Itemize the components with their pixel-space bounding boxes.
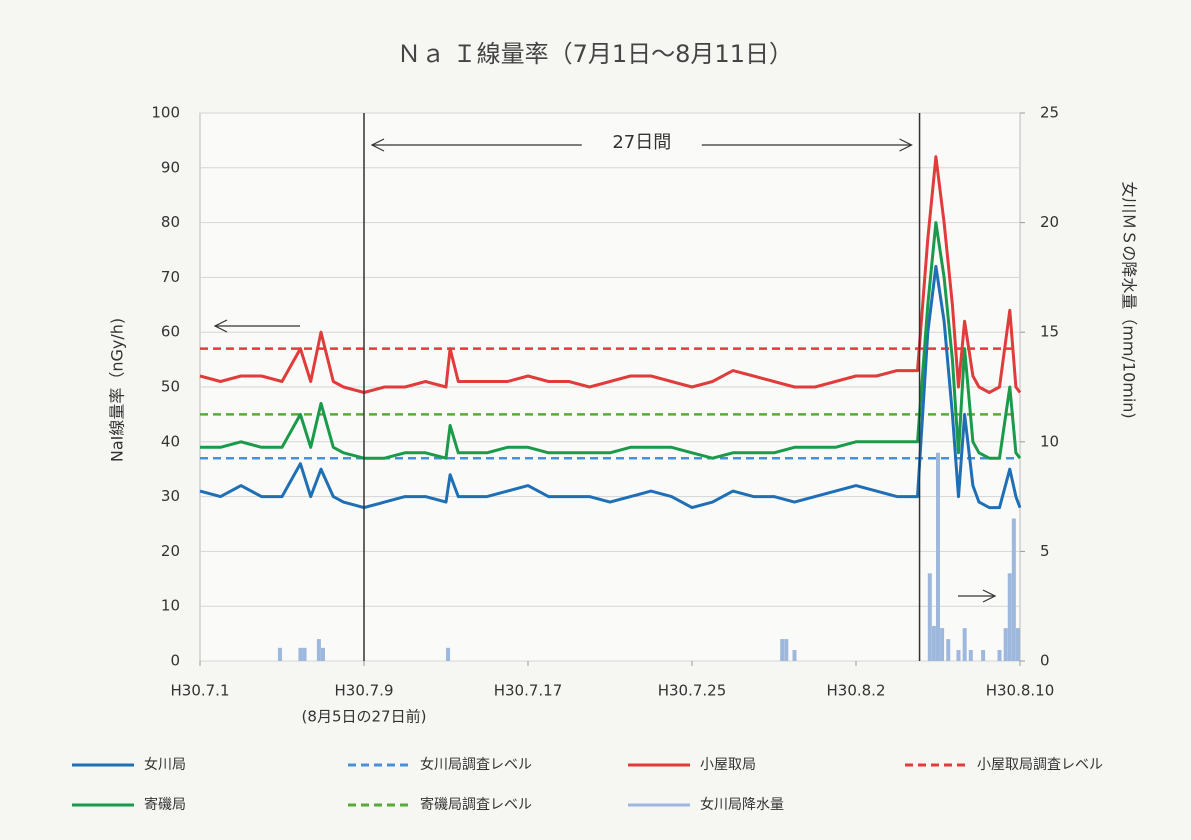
precip-bar xyxy=(784,639,789,661)
y-tick-label: 30 xyxy=(161,487,180,505)
x-tick-label: H30.7.17 xyxy=(494,682,563,700)
precip-bar xyxy=(302,647,307,661)
legend-label: 女川局 xyxy=(144,756,186,773)
precip-bar xyxy=(1011,518,1016,661)
precip-bar xyxy=(931,625,936,661)
precip-bar xyxy=(792,650,797,661)
precip-bar xyxy=(997,650,1002,661)
precip-bar xyxy=(962,628,967,661)
y-tick-label: 100 xyxy=(151,104,180,122)
y2-axis-label: 女川ＭＳの降水量（mm/10min) xyxy=(1120,181,1139,418)
y2-tick-label: 20 xyxy=(1040,213,1059,231)
legend-label: 女川局降水量 xyxy=(700,796,784,813)
y-tick-label: 10 xyxy=(161,597,180,615)
y-tick-label: 40 xyxy=(161,432,180,450)
precip-bar xyxy=(927,573,932,661)
legend-label: 寄磯局 xyxy=(144,796,186,813)
y2-tick-label: 15 xyxy=(1040,323,1059,341)
precip-bar xyxy=(981,650,986,661)
arrow-head xyxy=(982,589,997,603)
precip-bar xyxy=(316,639,321,661)
chart-title: Ｎａ Ｉ線量率（7月1日～8月11日） xyxy=(397,40,793,68)
legend-label: 小屋取局 xyxy=(700,757,756,773)
x-tick-label: H30.7.9 xyxy=(335,682,394,700)
x-tick-label: H30.7.25 xyxy=(658,682,727,700)
y2-tick-label: 0 xyxy=(1040,652,1050,670)
precip-bar xyxy=(1015,628,1020,661)
annotation: (8月5日の27日前) xyxy=(302,708,427,726)
arrow-head xyxy=(899,138,913,152)
x-tick-label: H30.8.10 xyxy=(986,682,1055,700)
precip-bar xyxy=(321,647,325,661)
x-tick-label: H30.7.1 xyxy=(171,682,230,700)
precip-bar xyxy=(946,639,951,661)
y-tick-label: 20 xyxy=(161,542,180,560)
series-line xyxy=(199,155,1022,394)
precip-bar xyxy=(1007,573,1012,661)
x-tick-label: H30.8.2 xyxy=(827,682,886,700)
y2-tick-label: 25 xyxy=(1040,104,1059,122)
precip-bar xyxy=(1003,628,1008,661)
precip-bar xyxy=(446,647,451,661)
series-line xyxy=(199,264,1022,510)
y-tick-label: 60 xyxy=(161,323,180,341)
precip-bar xyxy=(956,650,961,661)
arrow-head xyxy=(370,138,385,152)
legend-label: 寄磯局調査レベル xyxy=(420,796,532,813)
precip-bar xyxy=(940,628,945,661)
y2-tick-label: 5 xyxy=(1040,542,1050,560)
y-tick-label: 90 xyxy=(161,158,180,176)
series-line xyxy=(200,221,1022,460)
precip-bar xyxy=(968,650,973,661)
precip-bar xyxy=(936,452,940,661)
y-tick-label: 0 xyxy=(170,652,180,670)
legend-label: 女川局調査レベル xyxy=(420,756,532,773)
y-tick-label: 80 xyxy=(161,213,180,231)
precip-bar xyxy=(298,647,303,661)
y-tick-label: 50 xyxy=(161,378,180,396)
y-axis-label: NaI線量率（nGy/h) xyxy=(108,318,127,462)
arrow-head xyxy=(213,319,228,333)
precip-bar xyxy=(780,639,785,661)
y-tick-label: 70 xyxy=(161,268,180,286)
annotation: 27日間 xyxy=(612,132,671,153)
y2-tick-label: 10 xyxy=(1040,432,1059,450)
legend-label: 小屋取局調査レベル xyxy=(977,757,1103,773)
precip-bar xyxy=(277,647,282,661)
